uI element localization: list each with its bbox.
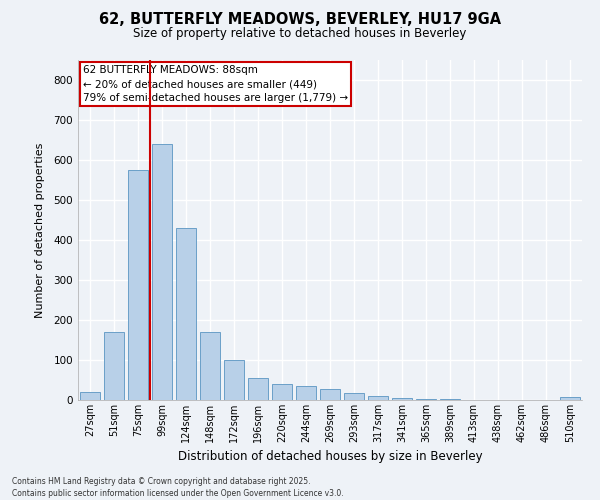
Text: Contains HM Land Registry data © Crown copyright and database right 2025.
Contai: Contains HM Land Registry data © Crown c… [12, 476, 344, 498]
Bar [560, 397, 580, 400]
Bar [224, 360, 244, 400]
Bar [152, 144, 172, 400]
Bar [392, 398, 412, 400]
Bar [416, 399, 436, 400]
Bar [344, 393, 364, 400]
Bar [368, 396, 388, 400]
Bar [176, 228, 196, 400]
Bar [104, 332, 124, 400]
Bar [128, 170, 148, 400]
Text: 62, BUTTERFLY MEADOWS, BEVERLEY, HU17 9GA: 62, BUTTERFLY MEADOWS, BEVERLEY, HU17 9G… [99, 12, 501, 28]
Bar [320, 389, 340, 400]
Bar [248, 378, 268, 400]
Text: 62 BUTTERFLY MEADOWS: 88sqm
← 20% of detached houses are smaller (449)
79% of se: 62 BUTTERFLY MEADOWS: 88sqm ← 20% of det… [83, 65, 348, 103]
Bar [80, 392, 100, 400]
Text: Size of property relative to detached houses in Beverley: Size of property relative to detached ho… [133, 28, 467, 40]
Bar [296, 386, 316, 400]
X-axis label: Distribution of detached houses by size in Beverley: Distribution of detached houses by size … [178, 450, 482, 464]
Bar [200, 332, 220, 400]
Bar [272, 384, 292, 400]
Bar [440, 399, 460, 400]
Y-axis label: Number of detached properties: Number of detached properties [35, 142, 45, 318]
